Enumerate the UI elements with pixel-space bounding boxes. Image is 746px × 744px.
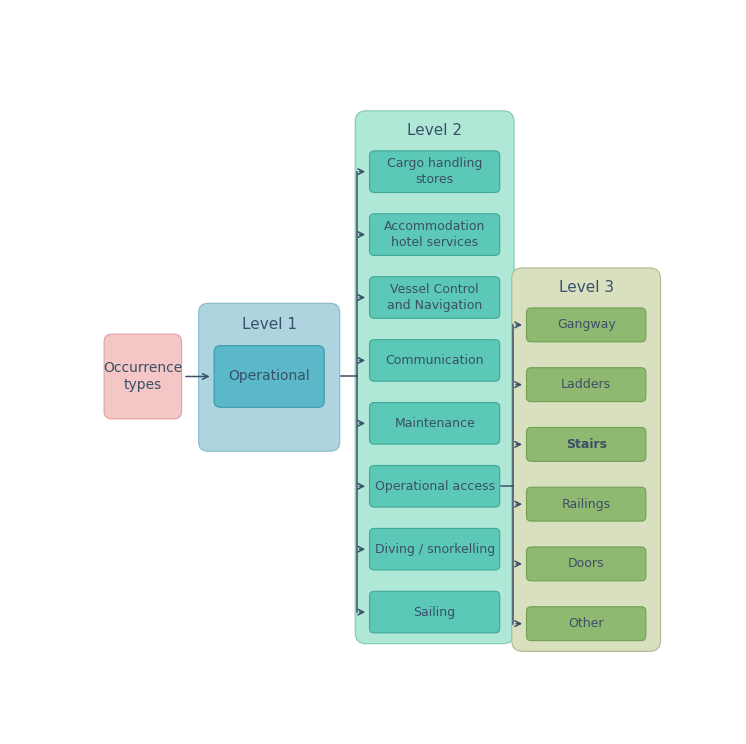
Text: Other: Other (568, 618, 604, 630)
Text: Maintenance: Maintenance (395, 417, 475, 430)
FancyBboxPatch shape (527, 308, 646, 341)
FancyBboxPatch shape (369, 340, 500, 381)
Text: Cargo handling
stores: Cargo handling stores (387, 157, 483, 186)
FancyBboxPatch shape (104, 334, 181, 419)
FancyBboxPatch shape (214, 346, 325, 407)
FancyBboxPatch shape (369, 591, 500, 633)
FancyBboxPatch shape (369, 466, 500, 507)
Text: Operational access: Operational access (374, 480, 495, 493)
Text: Level 3: Level 3 (559, 280, 614, 295)
FancyBboxPatch shape (369, 151, 500, 193)
FancyBboxPatch shape (512, 268, 660, 652)
Text: Operational: Operational (228, 370, 310, 383)
FancyBboxPatch shape (369, 403, 500, 444)
Text: Railings: Railings (562, 498, 611, 510)
FancyBboxPatch shape (527, 547, 646, 581)
FancyBboxPatch shape (369, 214, 500, 255)
Text: Vessel Control
and Navigation: Vessel Control and Navigation (387, 283, 482, 312)
FancyBboxPatch shape (527, 606, 646, 641)
Text: Occurrence
types: Occurrence types (103, 361, 183, 392)
Text: Doors: Doors (568, 557, 604, 571)
Text: Accommodation
hotel services: Accommodation hotel services (384, 220, 486, 249)
FancyBboxPatch shape (527, 428, 646, 461)
FancyBboxPatch shape (527, 487, 646, 521)
FancyBboxPatch shape (369, 528, 500, 570)
Text: Gangway: Gangway (557, 318, 615, 331)
Text: Stairs: Stairs (565, 438, 606, 451)
Text: Level 2: Level 2 (407, 124, 462, 138)
Text: Diving / snorkelling: Diving / snorkelling (374, 542, 495, 556)
FancyBboxPatch shape (527, 368, 646, 402)
FancyBboxPatch shape (355, 111, 514, 644)
Text: Ladders: Ladders (561, 378, 611, 391)
Text: Sailing: Sailing (413, 606, 456, 618)
FancyBboxPatch shape (369, 277, 500, 318)
Text: Level 1: Level 1 (242, 318, 297, 333)
FancyBboxPatch shape (198, 304, 339, 451)
Text: Communication: Communication (386, 354, 484, 367)
